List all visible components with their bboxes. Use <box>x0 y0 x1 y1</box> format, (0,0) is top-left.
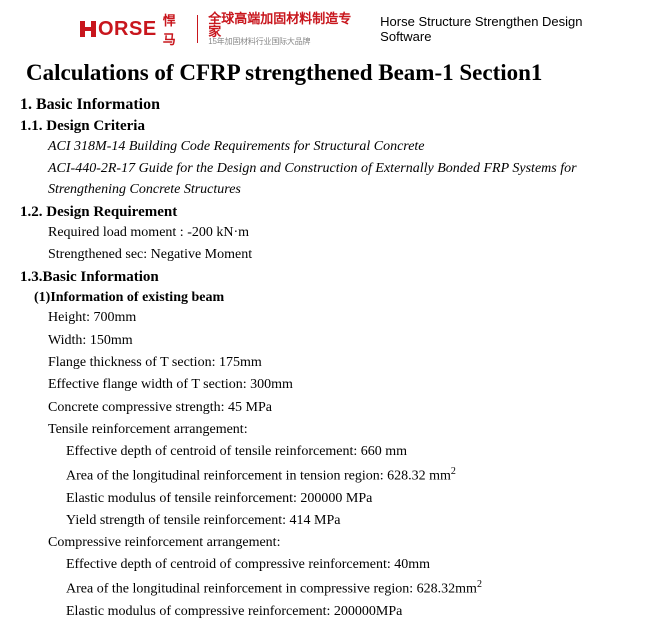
document-page: ORSE 悍马 全球高端加固材料制造专家 15年加固材料行业国际大品牌 Hors… <box>0 0 654 622</box>
concrete-strength: Concrete compressive strength: 45 MPa <box>48 398 634 418</box>
cn-tagline-small: 15年加固材料行业国际大品牌 <box>208 38 362 46</box>
tensile-label: Tensile reinforcement arrangement: <box>48 420 634 440</box>
tensile-area-text: Area of the longitudinal reinforcement i… <box>66 468 451 483</box>
cn-tagline-big: 全球高端加固材料制造专家 <box>208 12 362 38</box>
existing-beam-subheading: (1)Information of existing beam <box>34 290 634 306</box>
section-1-heading: 1. Basic Information <box>20 96 634 114</box>
tensile-depth: Effective depth of centroid of tensile r… <box>66 442 634 462</box>
squared-unit: 2 <box>477 579 482 590</box>
header-bar: ORSE 悍马 全球高端加固材料制造专家 15年加固材料行业国际大品牌 Hors… <box>20 8 634 54</box>
compressive-area-text: Area of the longitudinal reinforcement i… <box>66 581 477 596</box>
beam-height: Height: 700mm <box>48 308 634 328</box>
strengthened-sec: Strengthened sec: Negative Moment <box>48 245 634 265</box>
compressive-depth: Effective depth of centroid of compressi… <box>66 555 634 575</box>
required-moment: Required load moment : -200 kN·m <box>48 223 634 243</box>
squared-unit: 2 <box>451 466 456 477</box>
divider <box>197 15 198 43</box>
compressive-label: Compressive reinforcement arrangement: <box>48 533 634 553</box>
design-criteria-line-2: ACI-440-2R-17 Guide for the Design and C… <box>48 159 634 200</box>
section-1-3-heading: 1.3.Basic Information <box>20 269 634 286</box>
horse-logo: ORSE <box>80 18 157 41</box>
tensile-area: Area of the longitudinal reinforcement i… <box>66 465 634 487</box>
software-title: Horse Structure Strengthen Design Softwa… <box>380 14 634 44</box>
beam-width: Width: 150mm <box>48 331 634 351</box>
logo-cn-name: 悍马 <box>163 10 188 48</box>
flange-thickness: Flange thickness of T section: 175mm <box>48 353 634 373</box>
tensile-modulus: Elastic modulus of tensile reinforcement… <box>66 489 634 509</box>
compressive-modulus: Elastic modulus of compressive reinforce… <box>66 602 634 622</box>
tensile-yield: Yield strength of tensile reinforcement:… <box>66 511 634 531</box>
section-1-2-heading: 1.2. Design Requirement <box>20 204 634 221</box>
compressive-area: Area of the longitudinal reinforcement i… <box>66 578 634 600</box>
section-1-1-heading: 1.1. Design Criteria <box>20 118 634 135</box>
design-criteria-line-1: ACI 318M-14 Building Code Requirements f… <box>48 137 634 157</box>
page-title: Calculations of CFRP strengthened Beam-1… <box>20 60 634 86</box>
logo-cn-block: 全球高端加固材料制造专家 15年加固材料行业国际大品牌 <box>208 12 362 46</box>
flange-width: Effective flange width of T section: 300… <box>48 375 634 395</box>
logo-block: ORSE 悍马 <box>80 10 187 48</box>
logo-text: ORSE <box>98 18 157 41</box>
h-mark-icon <box>80 21 96 37</box>
